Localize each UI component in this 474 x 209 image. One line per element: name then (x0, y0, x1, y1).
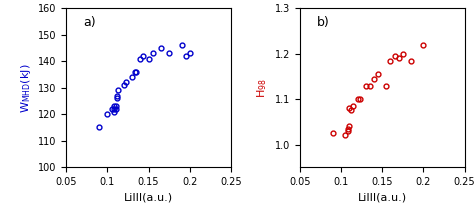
Y-axis label: H$_\mathregular{98}$: H$_\mathregular{98}$ (255, 78, 269, 98)
Text: a): a) (83, 16, 95, 29)
Text: b): b) (317, 16, 329, 29)
X-axis label: LiIII(a.u.): LiIII(a.u.) (124, 192, 173, 203)
X-axis label: LiIII(a.u.): LiIII(a.u.) (358, 192, 407, 203)
Y-axis label: W$_\mathregular{MHD}$(kJ): W$_\mathregular{MHD}$(kJ) (18, 63, 33, 112)
